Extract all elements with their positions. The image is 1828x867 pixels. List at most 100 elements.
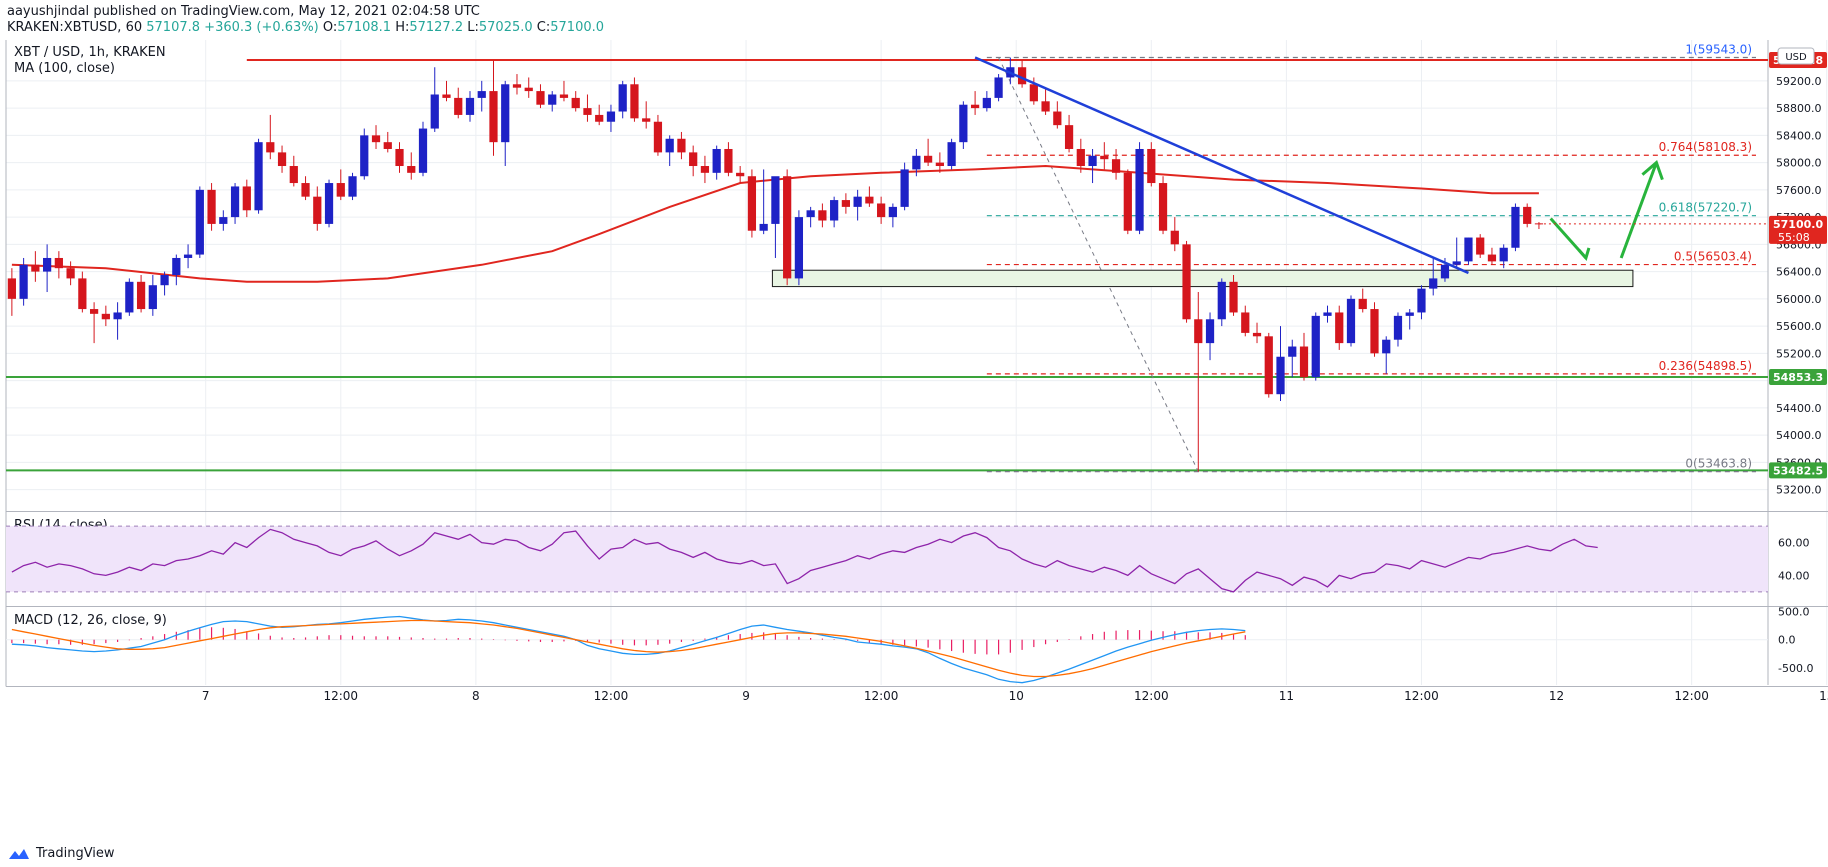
candle[interactable] (489, 60, 498, 156)
candle[interactable] (183, 244, 193, 269)
candle[interactable] (395, 142, 404, 173)
candle[interactable] (771, 176, 780, 258)
candle[interactable] (1523, 203, 1532, 228)
candle[interactable] (1323, 305, 1332, 323)
candle[interactable] (935, 152, 944, 173)
candle[interactable] (383, 131, 392, 153)
candle[interactable] (1147, 142, 1156, 187)
candle[interactable] (1405, 309, 1414, 330)
candle[interactable] (277, 145, 287, 173)
candle[interactable] (653, 114, 663, 156)
candle[interactable] (1511, 203, 1520, 252)
bearish-trendline[interactable] (974, 56, 1469, 275)
candle[interactable] (313, 186, 322, 231)
candle[interactable] (324, 179, 334, 228)
candle[interactable] (1417, 285, 1426, 320)
candle[interactable] (54, 251, 63, 279)
candle[interactable] (465, 91, 475, 122)
candle[interactable] (1182, 240, 1191, 323)
candle[interactable] (348, 172, 357, 201)
candle[interactable] (31, 251, 40, 282)
candle[interactable] (1382, 336, 1391, 374)
candle[interactable] (630, 77, 639, 122)
candle[interactable] (1229, 275, 1238, 316)
candle[interactable] (43, 244, 52, 293)
candle[interactable] (806, 206, 815, 228)
candle[interactable] (1499, 244, 1508, 269)
candle[interactable] (136, 275, 146, 313)
candle[interactable] (677, 131, 686, 160)
candle[interactable] (360, 128, 369, 180)
candle[interactable] (665, 135, 674, 167)
candle[interactable] (912, 148, 921, 177)
candle[interactable] (289, 155, 298, 187)
support-zone-box[interactable] (771, 269, 1634, 288)
candle[interactable] (1299, 332, 1309, 381)
candle[interactable] (606, 104, 616, 132)
candle[interactable] (571, 91, 580, 112)
publisher-name[interactable]: aayushjindal (7, 4, 90, 19)
candle[interactable] (1170, 217, 1179, 252)
candle[interactable] (1370, 302, 1379, 357)
candle[interactable] (724, 142, 733, 177)
candle[interactable] (512, 74, 522, 95)
candle[interactable] (407, 152, 416, 180)
candle[interactable] (1393, 312, 1403, 347)
candle[interactable] (747, 169, 757, 238)
candle[interactable] (1194, 292, 1203, 472)
candle[interactable] (1135, 142, 1144, 235)
candle[interactable] (19, 257, 28, 306)
candle[interactable] (1487, 247, 1497, 265)
candle[interactable] (230, 183, 240, 224)
candle[interactable] (524, 77, 533, 98)
candle[interactable] (1276, 326, 1285, 402)
candle[interactable] (101, 305, 110, 327)
candle[interactable] (841, 193, 850, 214)
candle[interactable] (7, 268, 16, 316)
candle[interactable] (1288, 339, 1297, 378)
candle[interactable] (759, 169, 768, 235)
candle[interactable] (1241, 305, 1250, 337)
candle[interactable] (1076, 138, 1085, 173)
currency-button[interactable] (1777, 47, 1815, 65)
candle[interactable] (618, 80, 627, 119)
candle[interactable] (371, 125, 381, 149)
candle[interactable] (959, 101, 968, 149)
candle[interactable] (900, 162, 909, 211)
candle[interactable] (947, 138, 956, 170)
candle[interactable] (430, 67, 439, 132)
candle[interactable] (301, 176, 310, 201)
candle[interactable] (1123, 169, 1132, 235)
candle[interactable] (888, 203, 897, 228)
candle[interactable] (454, 87, 463, 119)
candle[interactable] (207, 183, 216, 231)
candle[interactable] (1041, 87, 1050, 115)
candle[interactable] (1464, 237, 1473, 265)
candle[interactable] (1335, 305, 1344, 350)
candle[interactable] (1205, 312, 1215, 361)
candle[interactable] (148, 275, 157, 316)
candle[interactable] (172, 254, 181, 286)
candle[interactable] (1264, 332, 1273, 398)
candle[interactable] (700, 155, 710, 184)
candle[interactable] (1017, 60, 1027, 88)
candle[interactable] (559, 80, 569, 102)
candle[interactable] (712, 145, 721, 180)
candle[interactable] (1311, 312, 1320, 381)
candle[interactable] (1111, 148, 1121, 180)
candle[interactable] (254, 138, 263, 214)
candle[interactable] (548, 91, 557, 112)
candle[interactable] (1346, 295, 1356, 347)
candle[interactable] (1358, 288, 1367, 313)
candle[interactable] (1100, 142, 1109, 170)
candle[interactable] (877, 196, 886, 224)
candle[interactable] (195, 186, 204, 258)
candle[interactable] (583, 94, 592, 122)
candle[interactable] (830, 196, 839, 228)
candle[interactable] (442, 80, 451, 102)
candle[interactable] (1053, 101, 1062, 129)
candle[interactable] (595, 104, 604, 126)
candle[interactable] (477, 80, 486, 112)
candle[interactable] (418, 121, 428, 177)
